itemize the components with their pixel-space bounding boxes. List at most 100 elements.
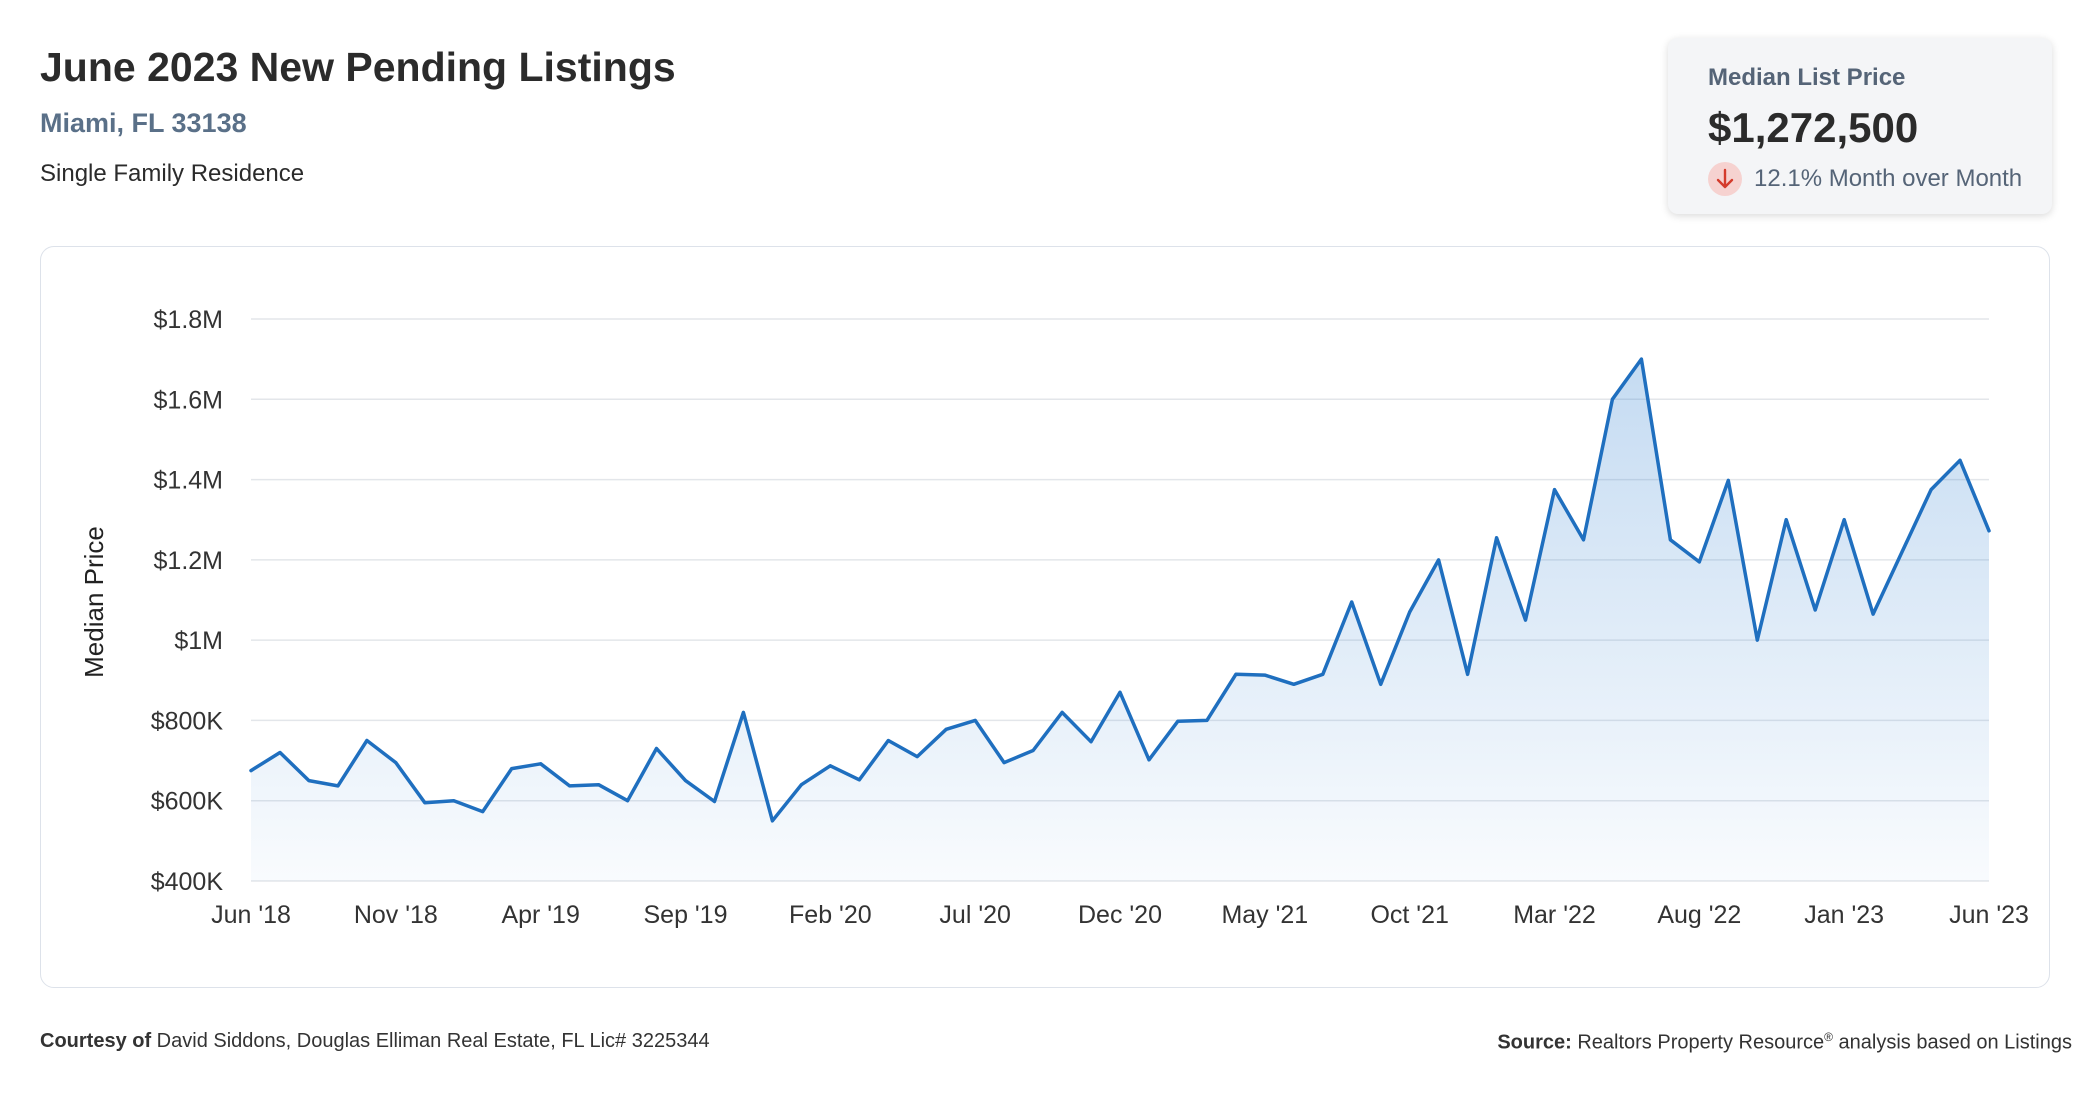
data-point [1813, 608, 1817, 612]
data-point [452, 799, 456, 803]
x-tick-label: Jan '23 [1804, 901, 1884, 929]
x-tick-label: Apr '19 [501, 901, 579, 929]
data-point [1553, 488, 1556, 492]
data-point [1031, 749, 1035, 752]
data-point [1610, 397, 1614, 401]
stat-label: Median List Price [1708, 64, 1906, 91]
area-fill [251, 359, 1989, 882]
x-tick-label: Nov '18 [354, 901, 438, 929]
courtesy-text: David Siddons, Douglas Elliman Real Esta… [151, 1030, 710, 1052]
y-tick-label: $1.8M [154, 306, 223, 334]
data-point [1929, 488, 1933, 492]
data-point [365, 739, 369, 742]
data-point [1668, 538, 1672, 542]
location-label: Miami, FL 33138 [40, 108, 247, 138]
stat-change: 12.1% Month over Month [1708, 162, 2022, 196]
x-tick-label: Feb '20 [789, 901, 872, 929]
data-point [1582, 538, 1585, 542]
data-point [684, 779, 687, 783]
x-tick-label: Jun '23 [1949, 901, 2029, 929]
page-title: June 2023 New Pending Listings [40, 44, 676, 90]
y-tick-label: $800K [151, 707, 224, 735]
data-point [597, 783, 601, 787]
data-point [394, 761, 398, 765]
median-price-chart: $400K $600K $800K $1M $1.2M $1.4M $1.6M $1.8M Ju… [79, 306, 2029, 929]
data-point [1147, 758, 1151, 762]
data-point [1871, 612, 1875, 616]
data-point [713, 800, 716, 803]
data-point [1379, 682, 1383, 686]
data-point [1697, 560, 1701, 564]
data-point [1495, 536, 1499, 540]
data-point [481, 810, 485, 814]
courtesy-footer: Courtesy of David Siddons, Douglas Ellim… [40, 1030, 710, 1053]
data-point [799, 783, 803, 787]
y-tick-label: $1.2M [154, 547, 223, 575]
data-point [307, 779, 311, 783]
data-point [568, 784, 572, 788]
data-point [655, 747, 658, 750]
y-tick-label: $600K [151, 788, 224, 816]
registered-mark: ® [1824, 1030, 1833, 1044]
data-point [1263, 673, 1267, 677]
data-point [1437, 558, 1441, 562]
x-tick-label: Dec '20 [1078, 901, 1162, 929]
data-point [915, 755, 919, 759]
source-text-tail: analysis based on Listings [1832, 1031, 2073, 1054]
data-point [973, 718, 977, 722]
property-type-label: Single Family Residence [40, 160, 305, 187]
data-point [1958, 458, 1962, 462]
data-point [1350, 600, 1354, 604]
data-point [1466, 672, 1470, 676]
source-label: Source: [1497, 1031, 1572, 1054]
data-point [741, 710, 745, 714]
data-point [1987, 529, 1991, 533]
data-point [857, 778, 861, 782]
data-point [886, 739, 890, 742]
data-point [1408, 610, 1412, 614]
x-tick-label: Jun '18 [211, 901, 291, 929]
x-tick-label: Oct '21 [1370, 901, 1448, 929]
x-tick-label: Sep '19 [643, 901, 727, 929]
data-point [1089, 740, 1093, 744]
data-point [1205, 718, 1209, 722]
data-point [249, 769, 253, 773]
data-point [1002, 761, 1006, 765]
x-tick-label: Jul '20 [939, 901, 1010, 929]
source-text: Realtors Property Resource [1571, 1031, 1825, 1054]
data-point [1755, 638, 1759, 642]
data-point [1639, 357, 1643, 361]
source-footer: Source: Realtors Property Resource® anal… [1497, 1030, 2072, 1055]
chart-panel: $400K $600K $800K $1M $1.2M $1.4M $1.6M $1.8M Ju… [40, 246, 2050, 988]
data-point [1524, 618, 1527, 622]
data-point [828, 764, 832, 768]
data-point [1060, 710, 1064, 714]
data-point [1900, 550, 1904, 554]
y-tick-label: $1.4M [154, 467, 223, 495]
courtesy-label: Courtesy of [40, 1030, 152, 1052]
arrow-down-icon [1708, 162, 1742, 196]
data-point [278, 751, 282, 754]
data-point [944, 727, 948, 731]
data-point [336, 784, 340, 788]
data-point [1726, 478, 1730, 482]
data-point [1176, 719, 1180, 723]
y-tick-label: $1M [174, 627, 223, 655]
data-point [1234, 672, 1238, 676]
data-point [539, 762, 543, 766]
median-list-price-card: Median List Price $1,272,500 12.1% Month… [1668, 38, 2052, 214]
stat-value: $1,272,500 [1708, 104, 1919, 151]
data-point [1842, 518, 1846, 522]
data-point [423, 801, 427, 805]
data-point [626, 799, 630, 803]
stat-change-text: 12.1% Month over Month [1754, 165, 2023, 192]
y-tick-label: $1.6M [154, 386, 223, 414]
data-point [1321, 672, 1325, 676]
x-tick-label: Mar '22 [1513, 901, 1596, 929]
x-tick-label: May '21 [1221, 901, 1308, 929]
data-point [1118, 690, 1122, 694]
data-point [1292, 682, 1296, 686]
data-point [1784, 518, 1788, 522]
data-point [770, 819, 774, 823]
x-tick-label: Aug '22 [1657, 901, 1741, 929]
